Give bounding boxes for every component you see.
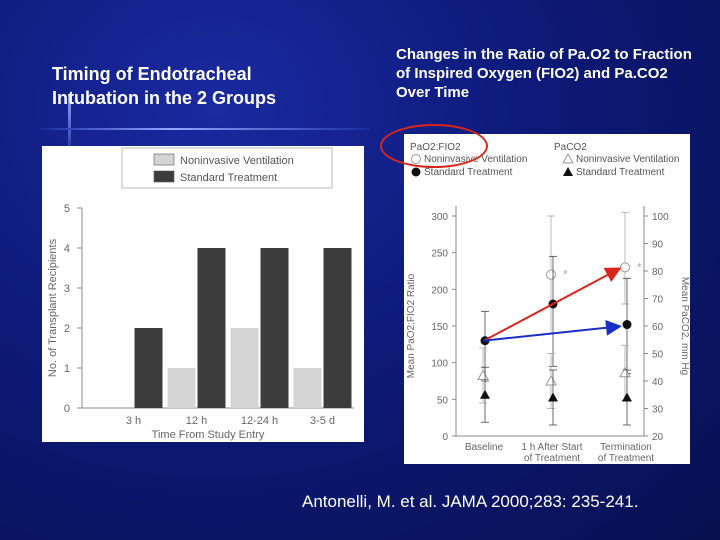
legend-swatch — [153, 170, 175, 183]
y-tick-label: 5 — [64, 203, 70, 215]
y-tick-label: 200 — [431, 285, 448, 296]
left-title: Timing of Endotracheal Intubation in the… — [52, 64, 276, 108]
x-tick-label: of Treatment — [598, 453, 654, 464]
y2-tick-label: 40 — [652, 377, 664, 388]
y-tick-label: 150 — [431, 322, 448, 333]
bar — [260, 248, 289, 408]
significance-star: * — [637, 260, 642, 274]
annotation-arrow — [483, 319, 622, 342]
y2-axis-label: Mean PaCO2, mm Hg — [679, 277, 690, 375]
data-point — [546, 269, 556, 280]
right-title: Changes in the Ratio of Pa.O2 to Fractio… — [396, 46, 692, 101]
data-point — [622, 320, 632, 330]
intubation-timing-chart: Noninvasive Ventilation Standard Treatmen… — [42, 146, 364, 442]
bar-chart-svg: Noninvasive Ventilation Standard Treatmen… — [47, 147, 354, 441]
legend-label: Standard Treatment — [576, 167, 665, 178]
data-point — [477, 369, 489, 380]
y2-tick-label: 80 — [652, 267, 664, 278]
data-point — [622, 392, 632, 402]
y-tick-label: 0 — [442, 432, 448, 443]
accent-line-horizontal — [40, 128, 370, 130]
data-point — [619, 366, 631, 378]
legend-header: PaCO2 — [554, 142, 587, 153]
y-tick-label: 300 — [431, 212, 448, 223]
y2-tick-label: 90 — [652, 240, 664, 251]
y2-tick-label: 20 — [652, 432, 664, 443]
citation: Antonelli, M. et al. JAMA 2000;283: 235-… — [302, 492, 639, 511]
y-tick-label: 3 — [64, 283, 70, 295]
y-tick-label: 2 — [64, 323, 70, 335]
y-tick-label: 50 — [437, 395, 449, 406]
legend-label: Noninvasive Ventilation — [576, 154, 679, 165]
y-tick-label: 100 — [431, 359, 448, 370]
x-axis-label: Time From Study Entry — [152, 429, 265, 441]
y2-tick-label: 100 — [652, 212, 669, 223]
ratio-over-time-chart: PaO2:FIO2 PaCO2 Noninvasive Ventilation Sta… — [404, 134, 690, 464]
bar — [134, 328, 163, 408]
y-tick-label: 1 — [64, 363, 70, 375]
bar — [323, 248, 352, 408]
annotation-arrow — [483, 267, 622, 342]
bar — [230, 328, 259, 408]
x-tick-label: Baseline — [465, 442, 504, 453]
y2-tick-label: 70 — [652, 295, 664, 306]
y-tick-label: 0 — [64, 403, 70, 415]
y2-tick-label: 30 — [652, 405, 664, 416]
legend-label: Standard Treatment — [424, 167, 513, 178]
legend-label: Noninvasive Ventilation — [180, 155, 294, 167]
bar — [293, 368, 322, 408]
significance-star: * — [563, 268, 568, 282]
bar — [167, 368, 196, 408]
x-tick-label: 1 h After Start — [521, 442, 582, 453]
legend-swatch — [153, 153, 175, 166]
y2-tick-label: 60 — [652, 322, 664, 333]
y-axis-label: No. of Transplant Recipients — [47, 238, 59, 377]
data-point — [480, 389, 490, 399]
data-point — [620, 262, 630, 273]
x-tick-label: 3-5 d — [310, 415, 335, 427]
y-tick-label: 4 — [64, 243, 70, 255]
x-tick-label: of Treatment — [524, 453, 580, 464]
legend-marker — [411, 167, 421, 177]
legend-marker — [562, 152, 574, 164]
data-point — [548, 392, 558, 402]
x-tick-label: Termination — [600, 442, 652, 453]
bar — [197, 248, 226, 408]
accent-line-vertical — [68, 96, 71, 156]
data-point — [545, 374, 557, 386]
y2-tick-label: 50 — [652, 350, 664, 361]
x-tick-label: 12 h — [186, 415, 207, 427]
legend-marker — [563, 167, 573, 176]
y-axis-label: Mean PaO2:FIO2 Ratio — [406, 273, 417, 378]
y-tick-label: 250 — [431, 249, 448, 260]
legend-label: Standard Treatment — [180, 172, 277, 184]
x-tick-label: 3 h — [126, 415, 141, 427]
highlight-circle — [380, 124, 488, 168]
x-tick-label: 12-24 h — [241, 415, 278, 427]
